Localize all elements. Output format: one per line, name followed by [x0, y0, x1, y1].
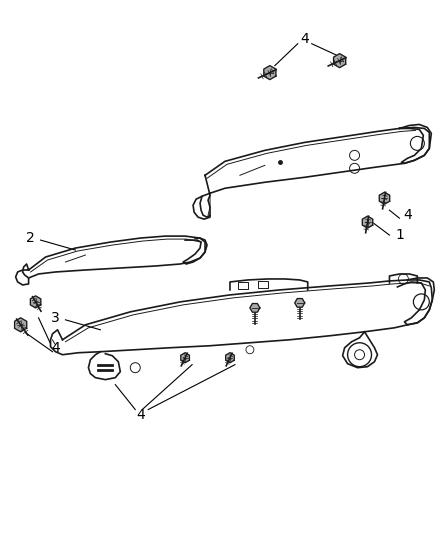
Polygon shape [264, 66, 276, 79]
Polygon shape [379, 192, 390, 204]
Text: 4: 4 [300, 32, 309, 46]
Polygon shape [30, 296, 41, 308]
Polygon shape [334, 54, 346, 68]
Polygon shape [226, 353, 234, 362]
Text: 2: 2 [26, 231, 35, 245]
Polygon shape [14, 318, 27, 332]
Polygon shape [181, 353, 189, 362]
Polygon shape [250, 304, 260, 312]
Text: 4: 4 [403, 208, 412, 222]
Text: 4: 4 [51, 341, 60, 355]
Text: 4: 4 [136, 408, 145, 422]
Text: 3: 3 [51, 311, 60, 325]
Polygon shape [362, 216, 373, 228]
Text: 1: 1 [395, 228, 404, 242]
Polygon shape [295, 298, 305, 307]
